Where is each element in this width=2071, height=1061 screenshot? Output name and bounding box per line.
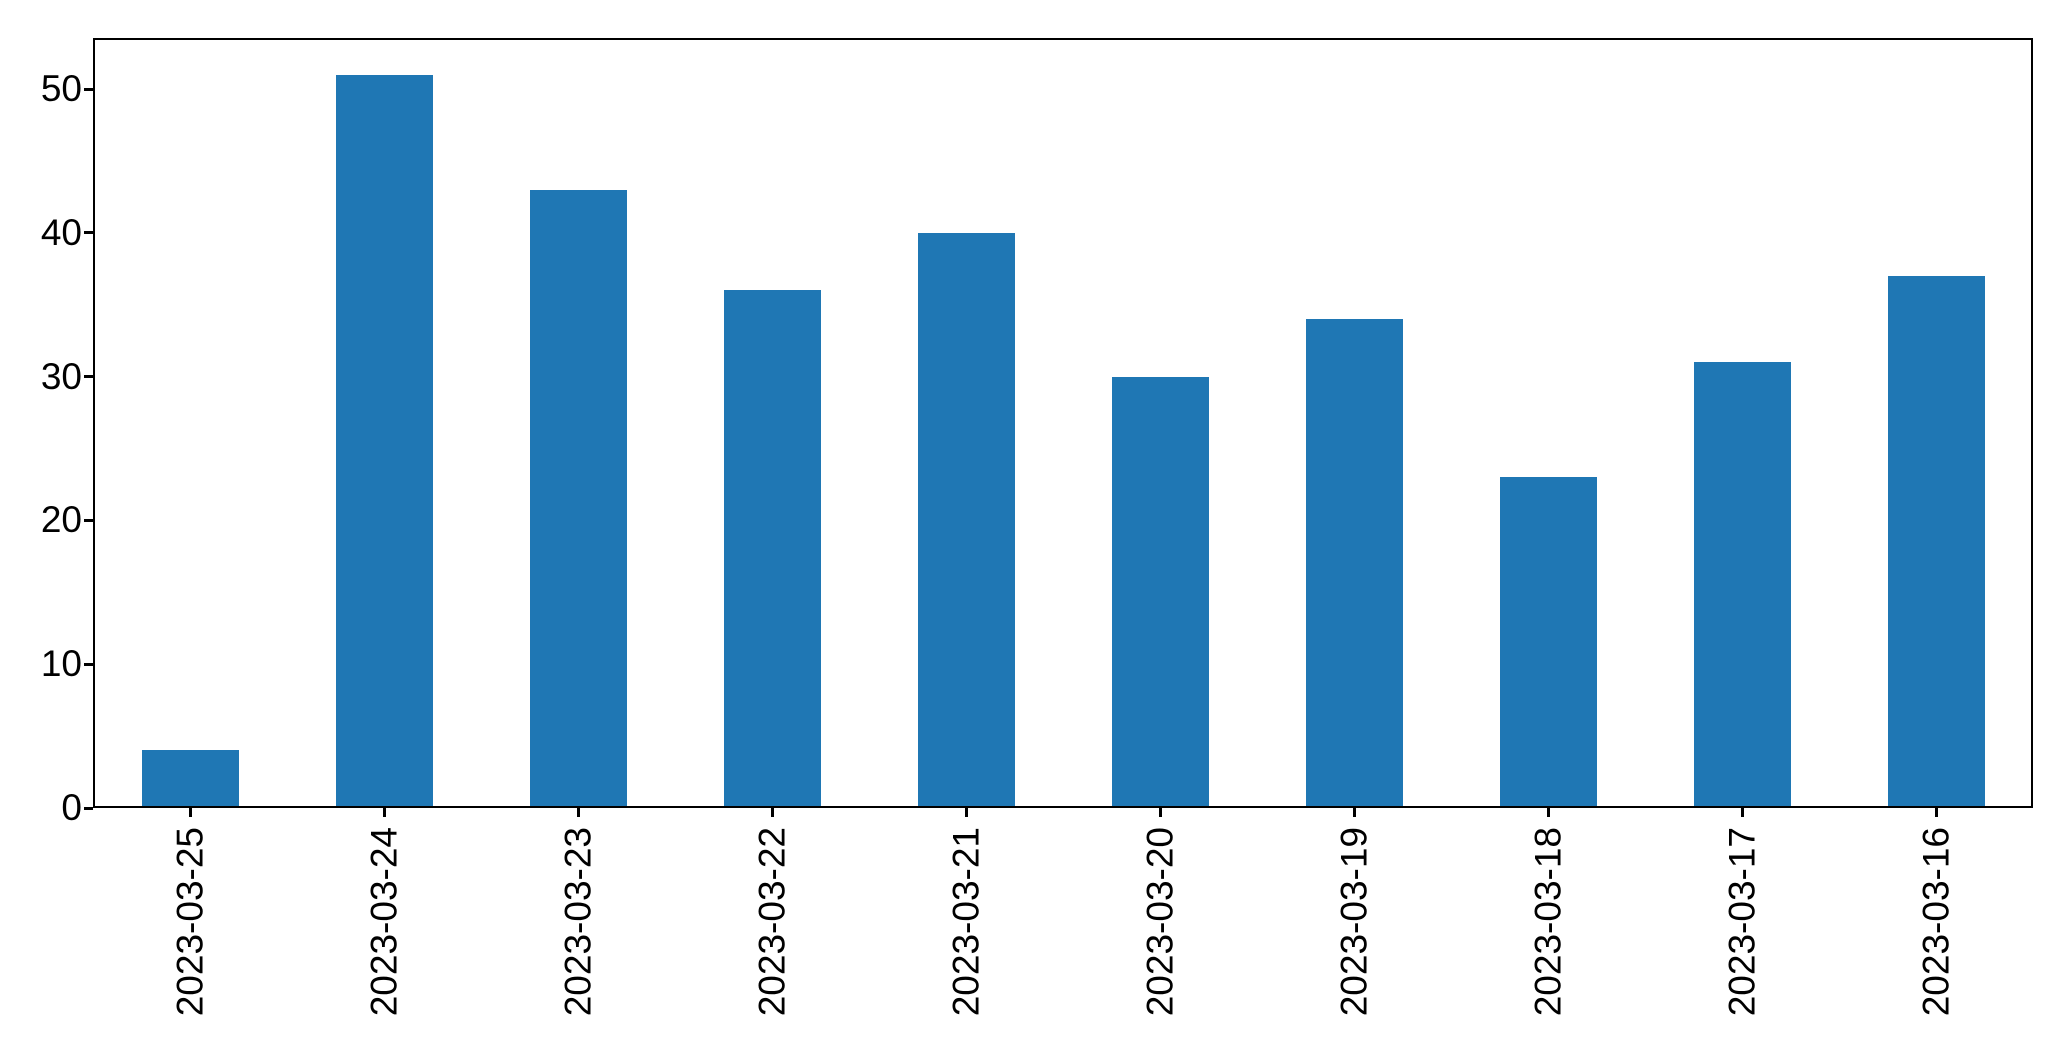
y-tick-mark (84, 87, 93, 91)
bar-2023-03-17 (1693, 362, 1791, 808)
x-tick-label: 2023-03-17 (1721, 827, 1763, 1017)
bar-2023-03-18 (1499, 477, 1597, 808)
bar-2023-03-16 (1887, 275, 1985, 808)
x-tick-mark (1934, 808, 1938, 817)
bar-2023-03-24 (335, 74, 433, 808)
y-tick-label: 10 (40, 642, 82, 684)
x-tick-mark (770, 808, 774, 817)
x-tick-mark (1158, 808, 1162, 817)
x-tick-mark (188, 808, 192, 817)
x-tick-label: 2023-03-22 (751, 827, 793, 1017)
bar-2023-03-19 (1305, 319, 1403, 808)
y-tick-mark (84, 806, 93, 810)
x-tick-label: 2023-03-24 (363, 827, 405, 1017)
x-tick-label: 2023-03-25 (169, 827, 211, 1017)
bar-2023-03-23 (529, 189, 627, 808)
plot-area (93, 38, 2033, 808)
y-tick-label: 0 (61, 786, 82, 828)
x-tick-label: 2023-03-19 (1333, 827, 1375, 1017)
x-tick-label: 2023-03-23 (557, 827, 599, 1017)
x-tick-label: 2023-03-20 (1139, 827, 1181, 1017)
bar-2023-03-22 (723, 290, 821, 808)
y-tick-label: 20 (40, 499, 82, 541)
y-tick-label: 50 (40, 67, 82, 109)
x-tick-label: 2023-03-18 (1527, 827, 1569, 1017)
y-tick-label: 30 (40, 355, 82, 397)
x-tick-mark (1352, 808, 1356, 817)
y-tick-mark (84, 518, 93, 522)
bars-layer (93, 38, 2033, 808)
x-tick-label: 2023-03-21 (945, 827, 987, 1017)
x-tick-mark (1546, 808, 1550, 817)
y-tick-mark (84, 231, 93, 235)
x-tick-mark (576, 808, 580, 817)
x-tick-label: 2023-03-16 (1915, 827, 1957, 1017)
bar-2023-03-20 (1111, 376, 1209, 808)
bar-2023-03-21 (917, 232, 1015, 808)
x-tick-mark (1740, 808, 1744, 817)
x-tick-mark (382, 808, 386, 817)
y-tick-mark (84, 662, 93, 666)
x-tick-mark (964, 808, 968, 817)
bar-2023-03-25 (141, 750, 239, 808)
y-tick-mark (84, 375, 93, 379)
y-tick-label: 40 (40, 211, 82, 253)
